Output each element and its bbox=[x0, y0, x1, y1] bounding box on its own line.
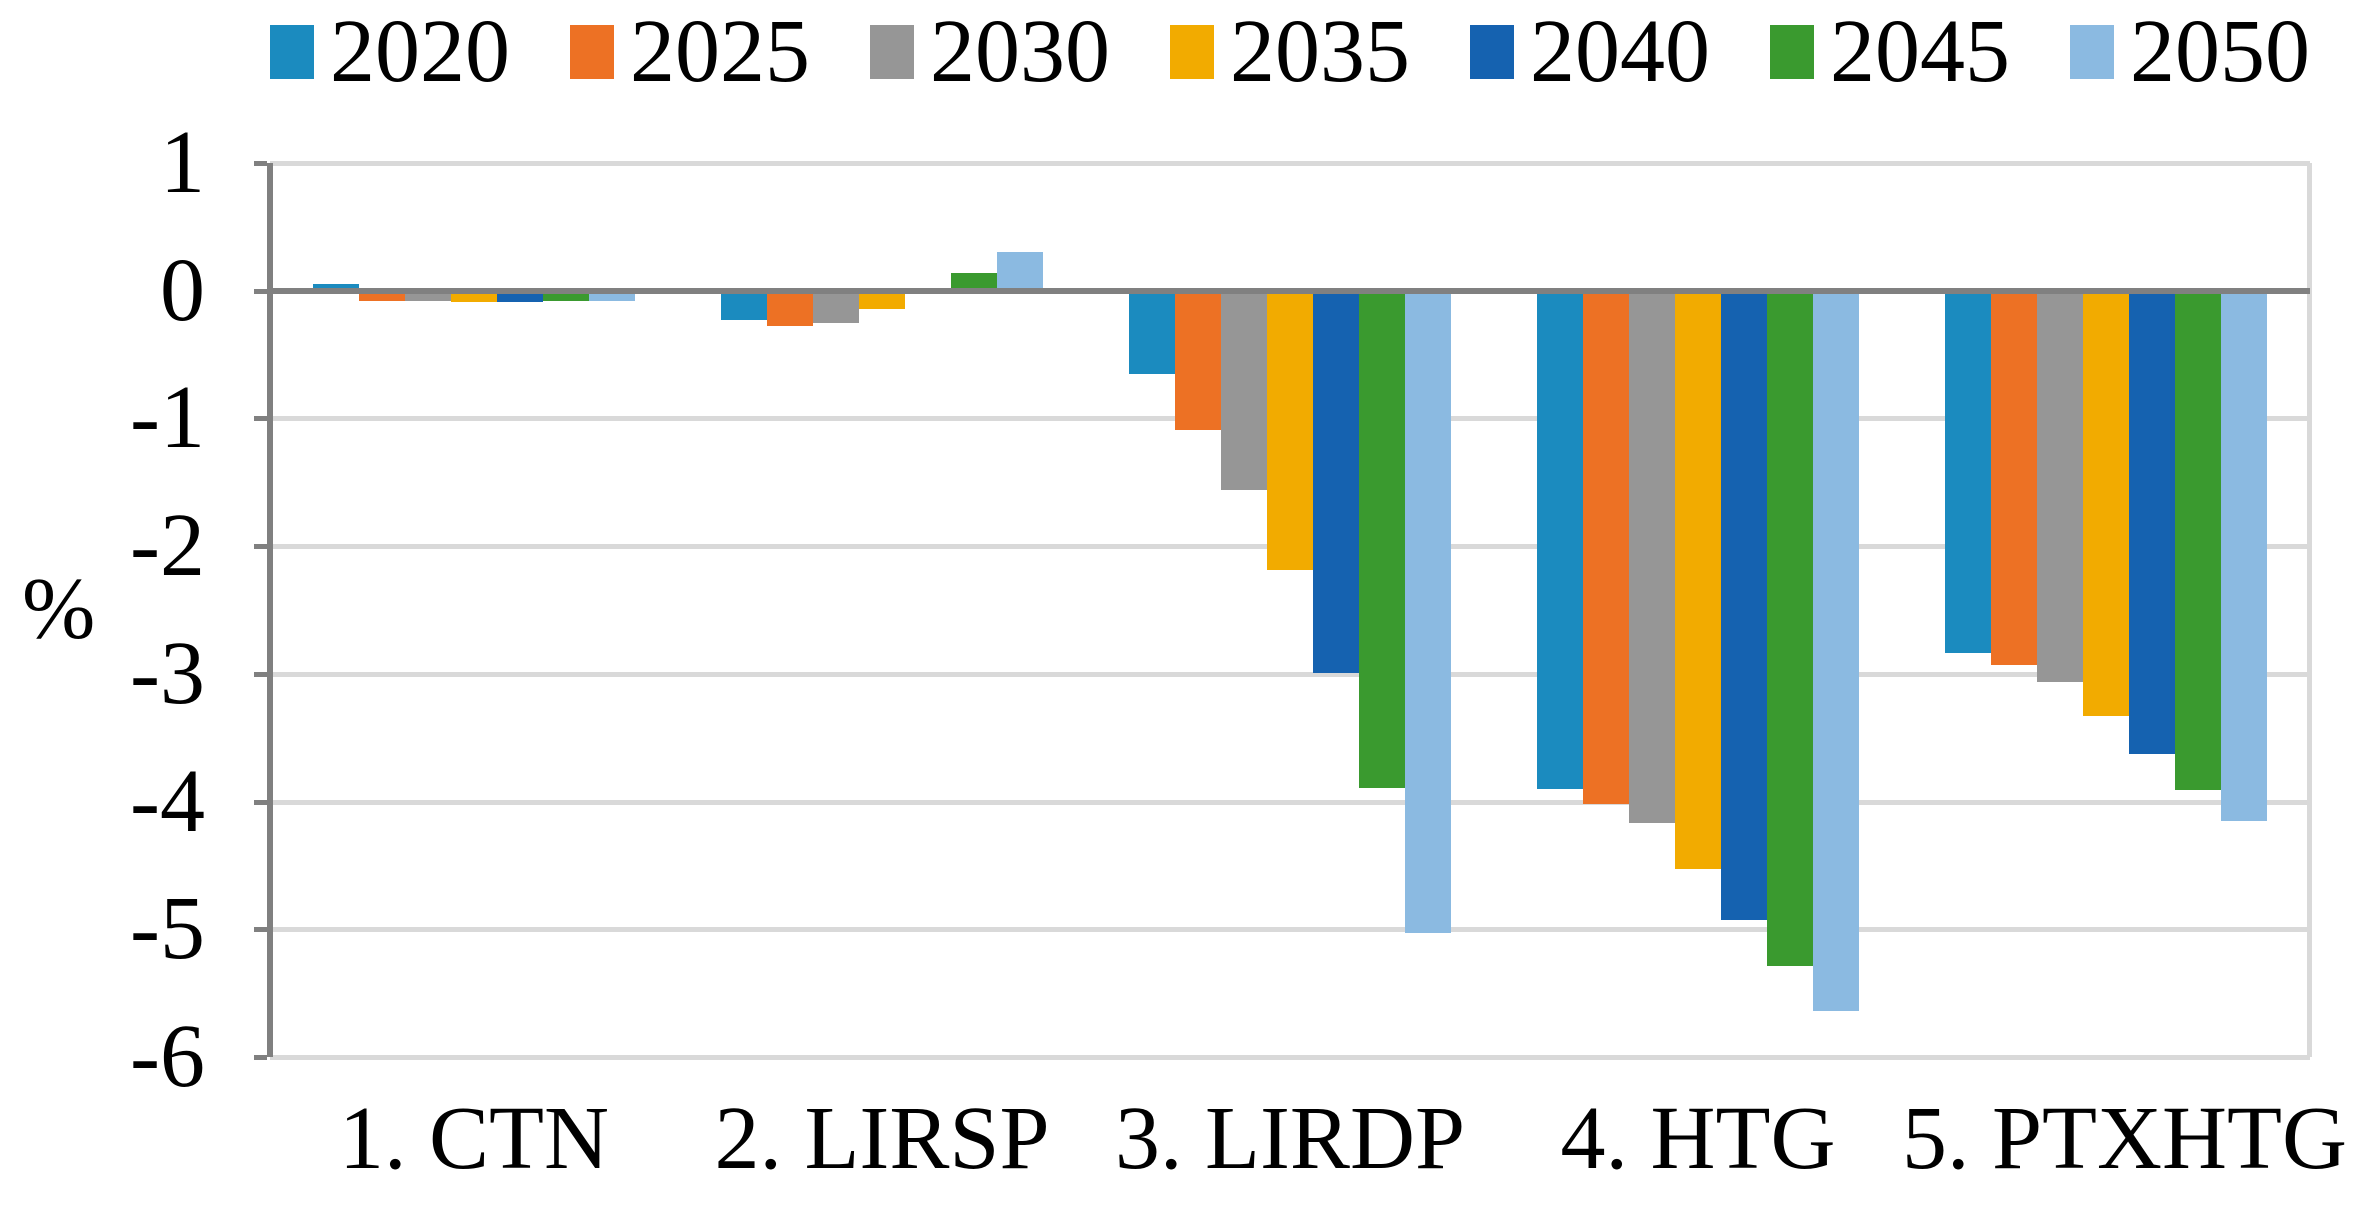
gridline--4 bbox=[270, 799, 2310, 805]
chart-legend: 2020 2025 2030 2035 2040 2045 2050 bbox=[270, 6, 2310, 98]
legend-label-2050: 2050 bbox=[2130, 2, 2310, 101]
legend-label-2045: 2045 bbox=[1830, 2, 2010, 101]
legend-label-2020: 2020 bbox=[330, 2, 510, 101]
bar-2020-4htg bbox=[1537, 290, 1583, 789]
x-axis-label-2: 2. LIRSP bbox=[714, 1089, 1050, 1188]
bar-2050-5ptxhtg bbox=[2221, 290, 2267, 821]
legend-label-2030: 2030 bbox=[930, 2, 1110, 101]
y-tick--2 bbox=[254, 544, 267, 550]
legend-swatch-2030 bbox=[870, 25, 914, 79]
x-axis-label-4: 4. HTG bbox=[1560, 1089, 1836, 1188]
bar-2035-4htg bbox=[1675, 290, 1721, 870]
bar-2050-4htg bbox=[1813, 290, 1859, 1011]
gridline-1 bbox=[270, 161, 2310, 166]
y-tick-label-0: 0 bbox=[160, 240, 205, 340]
gridline--5 bbox=[270, 927, 2310, 933]
x-axis-label-5: 5. PTXHTG bbox=[1902, 1089, 2347, 1188]
bar-2050-3lirdp bbox=[1405, 290, 1451, 934]
bar-2045-3lirdp bbox=[1359, 290, 1405, 788]
zero-gridline bbox=[270, 287, 2310, 294]
y-tick-0 bbox=[254, 288, 267, 294]
legend-label-2035: 2035 bbox=[1230, 2, 1410, 101]
plot-area bbox=[254, 161, 2312, 1060]
y-tick-label--2: -2 bbox=[130, 496, 205, 596]
bar-2030-3lirdp bbox=[1221, 290, 1267, 490]
bar-2045-4htg bbox=[1767, 290, 1813, 967]
y-tick--1 bbox=[254, 416, 267, 422]
bar-2050-2lirsp bbox=[997, 252, 1043, 291]
legend-swatch-2020 bbox=[270, 25, 314, 79]
y-tick--5 bbox=[254, 927, 267, 933]
legend-item-2050: 2050 bbox=[2070, 7, 2310, 97]
bar-2040-1ctn bbox=[497, 290, 543, 303]
y-tick-label--6: -6 bbox=[130, 1007, 205, 1106]
bar-2030-1ctn bbox=[405, 290, 451, 301]
bar-2035-5ptxhtg bbox=[2083, 290, 2129, 716]
bar-2040-3lirdp bbox=[1313, 290, 1359, 673]
y-axis-line bbox=[267, 163, 273, 1057]
y-tick--3 bbox=[254, 671, 267, 677]
legend-swatch-2050 bbox=[2070, 25, 2114, 79]
gridline--6 bbox=[270, 1055, 2310, 1060]
legend-item-2025: 2025 bbox=[570, 7, 810, 97]
legend-swatch-2045 bbox=[1770, 25, 1814, 79]
y-tick-label--1: -1 bbox=[130, 368, 205, 468]
legend-item-2045: 2045 bbox=[1770, 7, 2010, 97]
legend-label-2025: 2025 bbox=[630, 2, 810, 101]
legend-swatch-2040 bbox=[1470, 25, 1514, 79]
legend-item-2035: 2035 bbox=[1170, 7, 1410, 97]
bar-2030-5ptxhtg bbox=[2037, 290, 2083, 682]
y-tick--4 bbox=[254, 799, 267, 805]
y-tick-label-1: 1 bbox=[160, 113, 205, 212]
bar-2030-4htg bbox=[1629, 290, 1675, 824]
x-axis-label-1: 1. CTN bbox=[339, 1089, 609, 1188]
legend-swatch-2025 bbox=[570, 25, 614, 79]
bar-2025-2lirsp bbox=[767, 290, 813, 327]
bar-2045-5ptxhtg bbox=[2175, 290, 2221, 791]
bar-2045-2lirsp bbox=[951, 272, 997, 291]
y-tick-label--3: -3 bbox=[130, 623, 205, 723]
bar-2025-4htg bbox=[1583, 290, 1629, 805]
bar-2020-1ctn bbox=[313, 284, 359, 291]
bar-2035-1ctn bbox=[451, 290, 497, 303]
bar-2020-2lirsp bbox=[721, 290, 767, 321]
bar-2035-3lirdp bbox=[1267, 290, 1313, 571]
bar-2020-5ptxhtg bbox=[1945, 290, 1991, 654]
bar-2040-4htg bbox=[1721, 290, 1767, 921]
y-axis-title: % bbox=[22, 561, 96, 658]
bar-2025-1ctn bbox=[359, 290, 405, 301]
bar-2045-1ctn bbox=[543, 290, 589, 301]
x-axis-label-3: 3. LIRDP bbox=[1114, 1089, 1466, 1188]
legend-swatch-2035 bbox=[1170, 25, 1214, 79]
y-tick-label--5: -5 bbox=[130, 879, 205, 979]
gridline--3 bbox=[270, 671, 2310, 677]
y-tick-label--4: -4 bbox=[130, 751, 205, 851]
legend-label-2040: 2040 bbox=[1530, 2, 1710, 101]
bar-2040-5ptxhtg bbox=[2129, 290, 2175, 755]
bar-2050-1ctn bbox=[589, 290, 635, 301]
bar-2030-2lirsp bbox=[813, 290, 859, 323]
plot-right-border bbox=[2307, 163, 2312, 1057]
bar-2025-5ptxhtg bbox=[1991, 290, 2037, 665]
bar-2035-2lirsp bbox=[859, 290, 905, 309]
legend-item-2030: 2030 bbox=[870, 7, 1110, 97]
legend-item-2020: 2020 bbox=[270, 7, 510, 97]
bar-2020-3lirdp bbox=[1129, 290, 1175, 374]
legend-item-2040: 2040 bbox=[1470, 7, 1710, 97]
bar-2025-3lirdp bbox=[1175, 290, 1221, 430]
y-tick--6 bbox=[254, 1055, 267, 1060]
y-tick-1 bbox=[254, 161, 267, 166]
